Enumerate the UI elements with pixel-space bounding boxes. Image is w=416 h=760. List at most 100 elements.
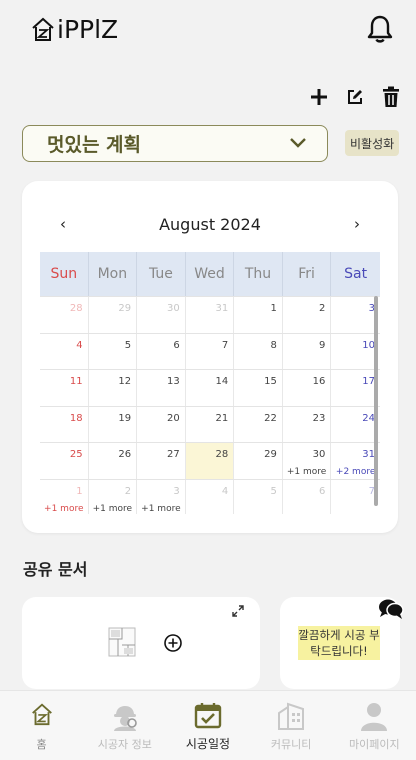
- calendar-nav: ‹ August 2024 ›: [22, 213, 398, 237]
- calendar-day[interactable]: 1 +1 more: [40, 479, 89, 514]
- calendar-day[interactable]: 8: [234, 333, 283, 370]
- calendar-day[interactable]: 17: [331, 370, 380, 406]
- calendar-day[interactable]: 30: [137, 297, 186, 333]
- calendar-day-number: 30: [166, 303, 180, 314]
- calendar-day[interactable]: 31: [186, 297, 235, 333]
- calendar-day[interactable]: 1: [234, 297, 283, 333]
- calendar-day-number: 7: [368, 485, 375, 497]
- calendar-day-number: 15: [264, 376, 277, 388]
- calendar-day[interactable]: 20: [137, 406, 186, 443]
- trash-icon[interactable]: [380, 86, 402, 108]
- weekday-header: Sun Mon Tue Wed Thu Fri Sat: [40, 252, 380, 296]
- calendar-day[interactable]: 3: [331, 297, 380, 333]
- edit-icon[interactable]: [344, 86, 366, 108]
- building-icon: [278, 702, 305, 730]
- calendar-day[interactable]: 6: [283, 479, 332, 514]
- more-events-link[interactable]: +1 more: [286, 466, 327, 477]
- calendar-day[interactable]: 27: [137, 443, 186, 479]
- shared-doc-card[interactable]: [22, 597, 260, 689]
- prev-month-button[interactable]: ‹: [60, 215, 66, 233]
- plan-toolbar: [308, 86, 402, 108]
- calendar-day[interactable]: 5: [234, 479, 283, 514]
- calendar-day-number: 10: [362, 339, 375, 351]
- more-events-link[interactable]: +2 more: [335, 466, 376, 477]
- calendar-day[interactable]: 30 +1 more: [283, 443, 332, 479]
- calendar-week-row: 28 29 30 31 1 2 3: [40, 296, 380, 333]
- calendar-day-number: 13: [166, 376, 180, 388]
- calendar-day[interactable]: 29: [89, 297, 138, 333]
- plan-select[interactable]: 멋있는 계획: [22, 125, 328, 162]
- expand-icon[interactable]: [232, 605, 244, 617]
- calendar-day-number: 29: [264, 449, 277, 461]
- home-icon: [31, 703, 52, 726]
- calendar-day[interactable]: 7: [186, 333, 235, 370]
- calendar-day-number: 16: [312, 376, 326, 388]
- calendar-week-row: 18 19 20 21 22 23 24: [40, 405, 380, 443]
- plus-icon[interactable]: [308, 86, 330, 108]
- calendar-day[interactable]: 11: [40, 370, 89, 406]
- bottom-tab-bar: 홈 시공자 정보 시공일정 커뮤니티: [0, 690, 416, 760]
- calendar-day[interactable]: 16: [283, 370, 332, 406]
- calendar-day[interactable]: 3 +1 more: [137, 479, 186, 514]
- calendar-day-number: 3: [173, 485, 180, 497]
- weekday-label: Sun: [40, 252, 89, 296]
- calendar-day[interactable]: 4: [40, 333, 89, 370]
- calendar-day-number: 25: [69, 449, 83, 461]
- calendar-day[interactable]: 25: [40, 443, 89, 479]
- calendar-day[interactable]: 7: [331, 480, 380, 514]
- calendar-day-number: 31: [215, 303, 229, 314]
- calendar-day-number: 14: [215, 376, 229, 388]
- calendar-day-today[interactable]: 28: [185, 443, 235, 479]
- calendar-day-number: 1: [270, 303, 277, 314]
- app-header: iPPlZ: [0, 0, 416, 60]
- more-events-link[interactable]: +1 more: [92, 503, 133, 514]
- calendar-day[interactable]: 15: [234, 370, 283, 406]
- calendar-day[interactable]: 6: [137, 333, 186, 370]
- calendar-day[interactable]: 2 +1 more: [89, 479, 138, 514]
- calendar-day[interactable]: 24: [331, 407, 380, 443]
- tab-community[interactable]: 커뮤니티: [250, 691, 333, 760]
- app-logo[interactable]: iPPlZ: [30, 14, 118, 44]
- calendar-day[interactable]: 4: [186, 479, 235, 514]
- tab-mypage-label: 마이페이지: [349, 738, 400, 751]
- calendar-week-row: 11 12 13 14 15 16 17: [40, 369, 380, 406]
- calendar-day[interactable]: 31 +2 more: [331, 443, 380, 479]
- calendar-day[interactable]: 10: [331, 334, 380, 370]
- more-events-link[interactable]: +1 more: [141, 503, 181, 514]
- tab-mypage[interactable]: 마이페이지: [333, 691, 416, 760]
- calendar-day-number: 19: [118, 412, 132, 424]
- worker-icon: [113, 706, 137, 731]
- chevron-down-icon: [290, 138, 306, 148]
- calendar-day[interactable]: 13: [137, 370, 186, 406]
- plus-circle-icon[interactable]: [163, 633, 183, 653]
- calendar-day[interactable]: 2: [283, 297, 332, 333]
- calendar-day[interactable]: 23: [283, 406, 332, 443]
- calendar-day[interactable]: 21: [186, 406, 235, 443]
- tab-schedule[interactable]: 시공일정: [166, 691, 249, 760]
- plan-select-value: 멋있는 계획: [47, 134, 142, 156]
- calendar-day[interactable]: 19: [89, 406, 138, 443]
- more-events-link[interactable]: +1 more: [44, 503, 84, 514]
- calendar-day[interactable]: 18: [40, 406, 89, 443]
- calendar-day[interactable]: 9: [283, 333, 332, 370]
- next-month-button[interactable]: ›: [354, 215, 360, 233]
- deactivate-button[interactable]: 비활성화: [345, 130, 400, 156]
- calendar-day-number: 1: [76, 485, 83, 497]
- calendar-scrollbar[interactable]: [374, 296, 378, 506]
- chat-bubble-icon[interactable]: [378, 598, 404, 620]
- calendar-day[interactable]: 12: [89, 370, 138, 406]
- calendar-day-number: 20: [166, 412, 180, 424]
- calendar-day[interactable]: 22: [234, 406, 283, 443]
- calendar-day-number: 12: [118, 376, 132, 388]
- calendar-grid: Sun Mon Tue Wed Thu Fri Sat 28 29 30 31 1 2 3 4 5 6 7 8 9 1…: [40, 252, 380, 514]
- calendar-day[interactable]: 14: [186, 370, 235, 406]
- calendar-day-number: 21: [215, 412, 229, 424]
- tab-worker-info[interactable]: 시공자 정보: [83, 691, 166, 760]
- calendar-day[interactable]: 26: [89, 443, 138, 479]
- calendar-day[interactable]: 29: [234, 443, 283, 479]
- house-logo-icon: [32, 17, 54, 41]
- bell-icon[interactable]: [366, 14, 394, 44]
- tab-home[interactable]: 홈: [0, 691, 83, 760]
- calendar-day[interactable]: 28: [40, 297, 89, 333]
- calendar-day[interactable]: 5: [89, 333, 138, 370]
